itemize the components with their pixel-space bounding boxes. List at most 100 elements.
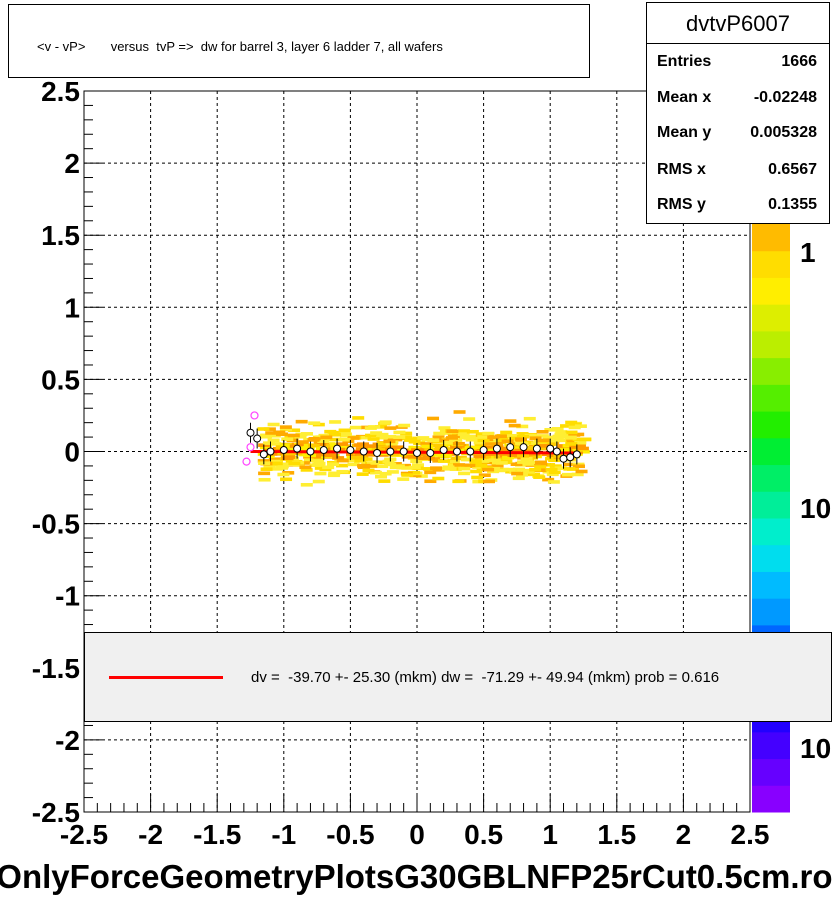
density-cell — [358, 463, 371, 468]
palette-cell — [752, 437, 790, 466]
palette-cell — [752, 491, 790, 519]
density-cell — [259, 445, 272, 450]
density-cell — [350, 425, 363, 430]
density-cell — [494, 434, 507, 439]
profile-point — [359, 447, 368, 456]
density-cell — [536, 434, 549, 438]
density-cell — [503, 467, 516, 472]
x-tick-label: 0 — [409, 819, 425, 850]
density-cell — [347, 462, 360, 467]
density-cell — [280, 477, 293, 482]
density-cell — [296, 446, 309, 450]
profile-point — [479, 446, 488, 455]
density-cell — [513, 467, 526, 472]
x-tick-label: 1.5 — [597, 819, 636, 850]
density-cell — [356, 472, 369, 476]
density-cell — [258, 477, 271, 482]
density-cell — [277, 472, 290, 477]
density-cell — [554, 438, 567, 443]
density-cell — [300, 482, 313, 487]
palette-cell — [752, 731, 790, 760]
density-cell — [444, 447, 457, 451]
density-cell — [281, 456, 294, 461]
density-cell — [565, 442, 578, 446]
density-cell — [447, 460, 460, 464]
density-cell — [369, 470, 382, 475]
density-cell — [260, 467, 273, 472]
density-cell — [440, 431, 453, 435]
density-cell — [514, 448, 527, 453]
density-cell — [543, 435, 556, 440]
legend-fit-text: dv = -39.70 +- 25.30 (mkm) dw = -71.29 +… — [251, 669, 720, 686]
profile-point — [559, 454, 568, 463]
density-cell — [324, 453, 337, 458]
density-cell — [430, 466, 443, 470]
density-cell — [353, 443, 366, 447]
density-cell — [507, 434, 520, 439]
density-cell — [276, 452, 289, 456]
profile-point — [492, 444, 501, 453]
density-cell — [574, 424, 587, 428]
palette-cell — [752, 411, 790, 439]
y-tick-label: -0.5 — [32, 509, 80, 540]
density-cell — [269, 442, 282, 446]
density-cell — [402, 452, 415, 457]
density-cell — [382, 459, 395, 464]
density-cell — [529, 467, 542, 472]
density-cell — [384, 434, 397, 439]
density-cell — [444, 467, 457, 471]
density-cell — [572, 464, 585, 469]
palette-cell — [752, 250, 790, 278]
palette-cell — [752, 571, 790, 599]
density-cell — [398, 463, 411, 468]
density-cell — [316, 442, 329, 447]
density-cell — [432, 476, 445, 481]
stat-mean-y-value: 0.005328 — [750, 124, 817, 141]
profile-point — [439, 446, 448, 455]
density-cell — [270, 459, 283, 464]
density-cell — [560, 432, 573, 437]
density-cell — [529, 436, 542, 440]
density-cell — [512, 476, 525, 481]
density-cell — [415, 474, 428, 478]
density-cell — [265, 431, 278, 435]
palette-label: 10 — [800, 493, 831, 524]
density-cell — [477, 459, 490, 463]
density-cell — [436, 443, 449, 448]
density-cell — [483, 479, 496, 484]
density-cell — [366, 453, 379, 457]
density-cell — [378, 479, 391, 483]
density-cell — [379, 420, 392, 424]
outlier-point — [242, 457, 251, 466]
density-cell — [563, 467, 576, 471]
palette-cell — [752, 518, 790, 546]
density-cell — [517, 460, 530, 464]
outlier-point — [250, 411, 259, 420]
density-cell — [554, 432, 567, 437]
profile-point — [413, 448, 421, 457]
density-cell — [376, 464, 389, 469]
density-cell — [267, 438, 280, 443]
density-cell — [428, 453, 441, 457]
y-tick-label: 0 — [64, 437, 80, 468]
density-cell — [563, 462, 576, 467]
y-tick-label: -2 — [55, 725, 80, 756]
density-cell — [362, 448, 375, 452]
density-cell — [574, 440, 587, 445]
density-cell — [496, 446, 509, 451]
density-cell — [327, 473, 340, 478]
density-cell — [502, 455, 515, 460]
density-cell — [517, 453, 530, 458]
density-cell — [551, 427, 564, 431]
profile-point — [246, 428, 255, 437]
profile-point — [572, 450, 581, 459]
density-cell — [568, 425, 581, 430]
density-cell — [463, 436, 476, 440]
density-cell — [458, 466, 471, 471]
density-cell — [509, 446, 522, 450]
density-cell — [577, 449, 590, 454]
density-cell — [387, 452, 400, 457]
tick-labels: -2.5 -2 -1.5 -1 -0.5 0 0.5 1 1.5 2 2.5 -2.5 -2 -1.5 -1… — [32, 76, 770, 850]
density-cell — [404, 438, 417, 442]
density-cell — [469, 460, 482, 464]
